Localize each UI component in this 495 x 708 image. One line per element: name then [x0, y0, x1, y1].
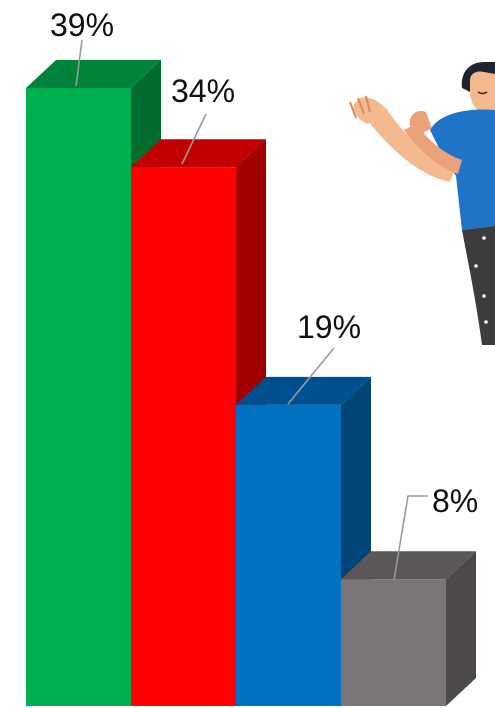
bar-label-2: 34% — [171, 73, 235, 109]
bar-blue — [236, 405, 341, 706]
bar-gray — [341, 579, 446, 706]
person-illustration — [350, 62, 495, 345]
bar-label-3: 19% — [297, 309, 361, 345]
bar-label-1: 39% — [50, 7, 114, 43]
bar-green — [26, 88, 131, 706]
bar-red — [131, 167, 236, 706]
bar-label-4: 8% — [432, 483, 478, 519]
